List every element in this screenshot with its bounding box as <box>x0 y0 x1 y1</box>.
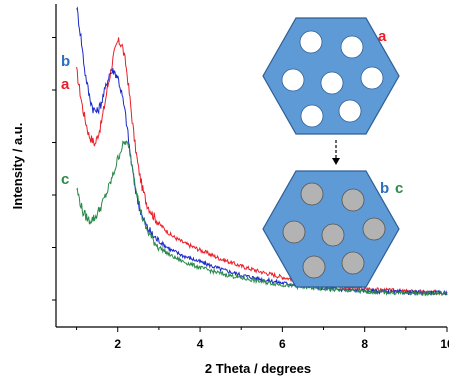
x-tick-label-8: 8 <box>361 337 368 351</box>
pore-bottom-5 <box>362 217 386 241</box>
pore-bottom-2 <box>341 188 365 212</box>
series-line-c <box>76 140 448 297</box>
pore-top-3 <box>281 68 305 92</box>
pore-top-2 <box>340 35 364 59</box>
series-label-c: c <box>61 171 69 188</box>
series-line-b <box>76 6 448 297</box>
pore-top-1 <box>299 30 323 54</box>
x-ticks <box>76 327 448 332</box>
pore-top-4 <box>320 71 344 95</box>
pore-bottom-1 <box>300 182 324 206</box>
x-axis-title: 2 Theta / degrees <box>205 361 311 376</box>
pore-top-6 <box>300 104 324 128</box>
x-tick-labels: 2 4 6 8 10 <box>114 337 449 351</box>
series-label-b: b <box>61 53 70 70</box>
pore-bottom-4 <box>321 223 345 247</box>
x-tick-label-2: 2 <box>114 337 121 351</box>
pore-bottom-7 <box>341 251 365 275</box>
arrow-down-icon <box>332 158 340 165</box>
inset-label-b: b <box>380 180 389 197</box>
x-tick-label-4: 4 <box>197 337 204 351</box>
pore-bottom-6 <box>302 255 326 279</box>
y-axis-title: Intensity / a.u. <box>10 123 25 210</box>
pore-bottom-3 <box>282 220 306 244</box>
x-tick-label-6: 6 <box>279 337 286 351</box>
y-ticks <box>52 37 56 301</box>
pore-top-7 <box>338 99 362 123</box>
pore-schematic-inset: a b c <box>262 17 403 288</box>
series-lines <box>76 6 448 297</box>
x-tick-label-10: 10 <box>440 337 449 351</box>
pore-top-5 <box>360 66 384 90</box>
inset-label-a: a <box>378 28 387 45</box>
inset-label-c: c <box>395 180 403 197</box>
series-label-a: a <box>61 76 70 93</box>
